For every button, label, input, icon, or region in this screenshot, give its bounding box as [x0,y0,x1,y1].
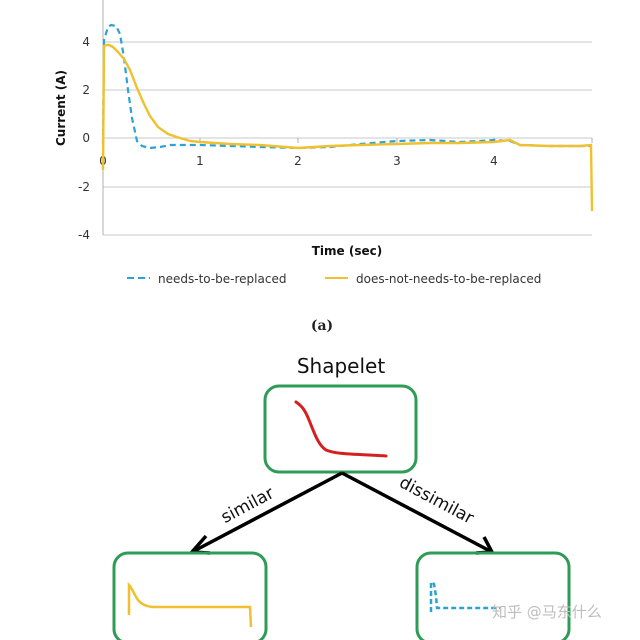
y-tick: 2 [82,83,90,97]
x-tick: 3 [393,154,401,168]
y-axis-title: Current (A) [54,70,68,146]
y-tick: -4 [78,228,90,242]
dissimilar-box [415,551,571,640]
series-needs-to-be-replaced [101,23,592,150]
y-axis-ticks: 4 2 0 -2 -4 [78,35,90,242]
x-tick: 1 [196,154,204,168]
watermark: 知乎 @马东什么 [492,603,602,621]
shapelet-box [263,384,418,474]
similar-arrow [193,471,343,553]
shapelet-curve [294,400,388,458]
y-tick: 4 [82,35,90,49]
chart-gridlines [102,0,593,236]
legend-label-does-not-needs-to-be-replaced: does-not-needs-to-be-replaced [356,272,541,286]
y-tick: -2 [78,180,90,194]
series-does-not-needs-to-be-replaced [101,43,594,212]
similar-box [112,551,268,640]
x-tick: 2 [294,154,302,168]
diagram-title: Shapelet [297,354,385,378]
chart-legend: needs-to-be-replaced does-not-needs-to-b… [127,272,541,286]
dissimilar-label: dissimilar [396,473,477,529]
similar-series-thumbnail [127,581,253,628]
x-axis-title: Time (sec) [312,244,382,258]
y-tick: 0 [82,131,90,145]
x-tick: 4 [490,154,498,168]
dissimilar-series-thumbnail [429,579,500,612]
x-axis-ticks: 0 1 2 3 4 [99,154,498,168]
dissimilar-arrow [341,471,491,553]
figure-caption: (a) [311,318,333,334]
legend-label-needs-to-be-replaced: needs-to-be-replaced [158,272,286,286]
